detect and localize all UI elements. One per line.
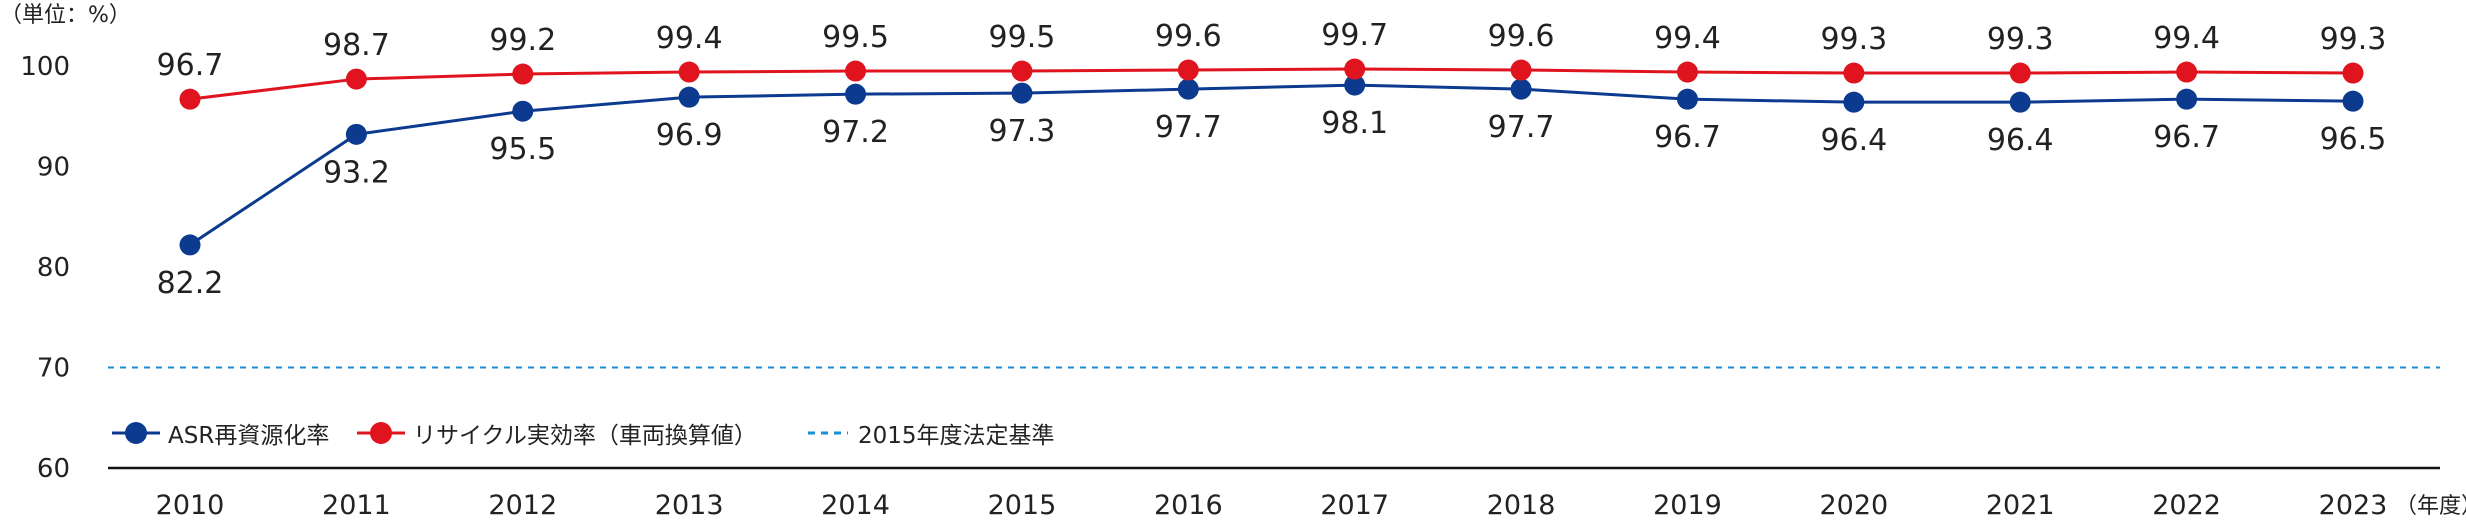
x-tick-label: 2019 (1653, 490, 1722, 520)
series-line-1 (189, 83, 2354, 247)
data-label: 82.2 (157, 266, 224, 301)
x-tick-label: 2015 (988, 490, 1057, 520)
data-label: 99.4 (656, 21, 723, 56)
legend: ASR再資源化率 リサイクル実効率（車両換算値） 2015年度法定基準 (112, 422, 1055, 449)
x-tick-label: 2017 (1320, 490, 1389, 520)
data-label: 98.7 (323, 28, 390, 63)
data-label: 99.5 (989, 20, 1056, 55)
data-label: 97.7 (1488, 110, 1555, 145)
data-label: 99.5 (822, 20, 889, 55)
legend-asr-label: ASR再資源化率 (168, 423, 329, 449)
x-tick-label: 2012 (488, 490, 557, 520)
y-tick-label: 90 (37, 153, 70, 183)
data-point (1011, 82, 1033, 104)
x-tick-label: 2023 (2319, 490, 2388, 520)
data-point (1510, 78, 1532, 100)
data-point (1344, 58, 1366, 80)
x-tick-label: 2016 (1154, 490, 1223, 520)
legend-recycle-label: リサイクル実効率（車両換算値） (413, 423, 757, 449)
data-label: 97.2 (822, 115, 889, 150)
series-line-2 (189, 67, 2354, 101)
x-tick-label: 2021 (1986, 490, 2055, 520)
data-point (179, 88, 201, 110)
data-label: 96.7 (157, 48, 224, 83)
data-label: 93.2 (323, 155, 390, 190)
x-tick-label: 2010 (156, 490, 225, 520)
x-tick-label: 2014 (821, 490, 890, 520)
data-label: 96.4 (1987, 123, 2054, 158)
data-point (1676, 88, 1698, 110)
x-tick-label: 2013 (655, 490, 724, 520)
data-label: 99.3 (2320, 22, 2387, 57)
data-point (1177, 59, 1199, 81)
legend-recycle-marker (370, 422, 392, 444)
data-label: 96.7 (1654, 120, 1721, 155)
data-label: 99.6 (1155, 19, 1222, 54)
x-tick-label: 2011 (322, 490, 391, 520)
data-point (2342, 62, 2364, 84)
data-label: 99.3 (1820, 22, 1887, 57)
data-label: 96.5 (2320, 122, 2387, 157)
data-point (345, 68, 367, 90)
data-point (1011, 60, 1033, 82)
data-point (1843, 62, 1865, 84)
y-tick-label: 80 (37, 253, 70, 283)
data-point (512, 63, 534, 85)
x-tick-label: 2022 (2152, 490, 2221, 520)
x-tick-label: 2018 (1487, 490, 1556, 520)
data-point (2342, 90, 2364, 112)
data-point (345, 123, 367, 145)
data-point (1510, 59, 1532, 81)
data-label: 95.5 (489, 132, 556, 167)
data-label: 98.1 (1321, 106, 1388, 141)
y-tick-label: 60 (37, 454, 70, 484)
data-label: 99.3 (1987, 22, 2054, 57)
data-point (2176, 88, 2198, 110)
data-point (1676, 61, 1698, 83)
data-point (678, 86, 700, 108)
data-label: 99.4 (2153, 21, 2220, 56)
data-label: 96.7 (2153, 120, 2220, 155)
data-label: 97.7 (1155, 110, 1222, 145)
y-tick-label: 70 (37, 354, 70, 384)
data-label: 99.7 (1321, 18, 1388, 53)
data-point (2009, 91, 2031, 113)
x-axis-unit-label: （年度） (2395, 494, 2466, 519)
data-point (179, 234, 201, 256)
x-tick-label: 2020 (1819, 490, 1888, 520)
unit-label: （単位：%） (0, 3, 131, 28)
legend-asr-marker (125, 422, 147, 444)
data-point (1177, 78, 1199, 100)
data-point (512, 100, 534, 122)
data-point (1344, 74, 1366, 96)
data-label: 96.4 (1820, 123, 1887, 158)
data-point (2009, 62, 2031, 84)
data-label: 99.6 (1488, 19, 1555, 54)
legend-standard-label: 2015年度法定基準 (858, 423, 1055, 449)
data-point (1843, 91, 1865, 113)
data-point (2176, 61, 2198, 83)
data-label: 99.4 (1654, 21, 1721, 56)
y-tick-label: 100 (20, 52, 70, 82)
data-point (845, 60, 867, 82)
data-point (845, 83, 867, 105)
data-point (678, 61, 700, 83)
data-label: 99.2 (489, 23, 556, 58)
data-label: 97.3 (989, 114, 1056, 149)
data-label: 96.9 (656, 118, 723, 153)
